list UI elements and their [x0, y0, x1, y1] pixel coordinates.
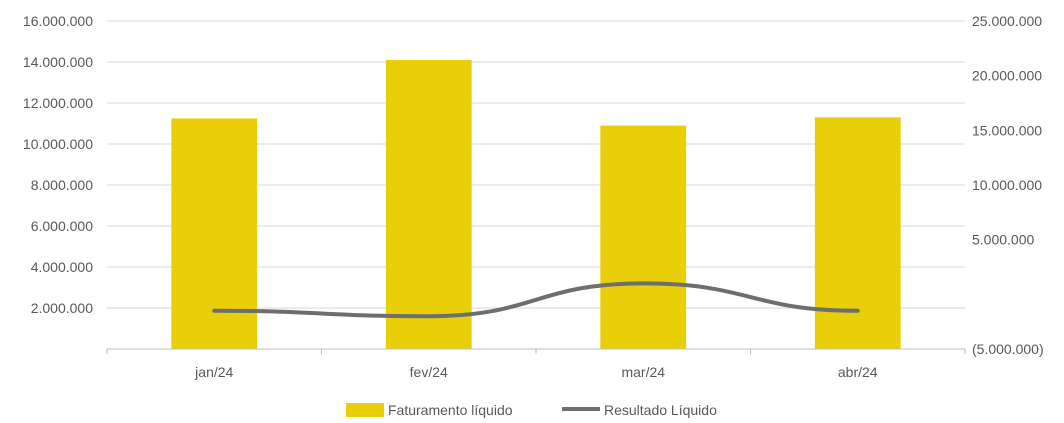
line-point	[213, 310, 215, 312]
right-axis: (5.000.000) 5.000.000 10.000.000 15.000.000…	[972, 13, 1044, 357]
x-tick-label: mar/24	[621, 364, 665, 380]
left-tick-label: 8.000.000	[31, 177, 93, 193]
bar-series	[171, 59, 901, 349]
line-point	[857, 310, 859, 312]
left-axis: 2.000.000 4.000.000 6.000.000 8.000.000 10.0…	[23, 13, 93, 316]
left-tick-label: 2.000.000	[31, 300, 93, 316]
left-tick-label: 16.000.000	[23, 13, 93, 29]
x-axis: jan/24 fev/24 mar/24 abr/24	[106, 348, 966, 380]
right-tick-label: 5.000.000	[972, 232, 1034, 248]
line-path	[212, 281, 860, 319]
legend: Faturamento líquido Resultado Líquido	[346, 402, 717, 418]
legend-label-line: Resultado Líquido	[604, 402, 717, 418]
bar	[600, 125, 687, 349]
left-tick-label: 4.000.000	[31, 259, 93, 275]
bar	[814, 117, 901, 349]
right-tick-label: 10.000.000	[972, 177, 1042, 193]
line-point	[642, 282, 644, 284]
line-series	[212, 281, 860, 319]
bar	[385, 59, 472, 349]
left-tick-label: 6.000.000	[31, 218, 93, 234]
right-tick-label: (5.000.000)	[972, 341, 1044, 357]
bar	[171, 118, 258, 349]
x-tick-label: jan/24	[194, 364, 233, 380]
legend-label-bar: Faturamento líquido	[388, 402, 513, 418]
line-point	[428, 315, 430, 317]
right-tick-label: 15.000.000	[972, 122, 1042, 138]
x-tick-label: abr/24	[838, 364, 878, 380]
right-tick-label: 20.000.000	[972, 68, 1042, 84]
x-tick-label: fev/24	[410, 364, 448, 380]
left-tick-label: 12.000.000	[23, 95, 93, 111]
right-tick-label: 25.000.000	[972, 13, 1042, 29]
left-tick-label: 10.000.000	[23, 136, 93, 152]
left-tick-label: 14.000.000	[23, 54, 93, 70]
legend-swatch-bar	[346, 403, 384, 417]
